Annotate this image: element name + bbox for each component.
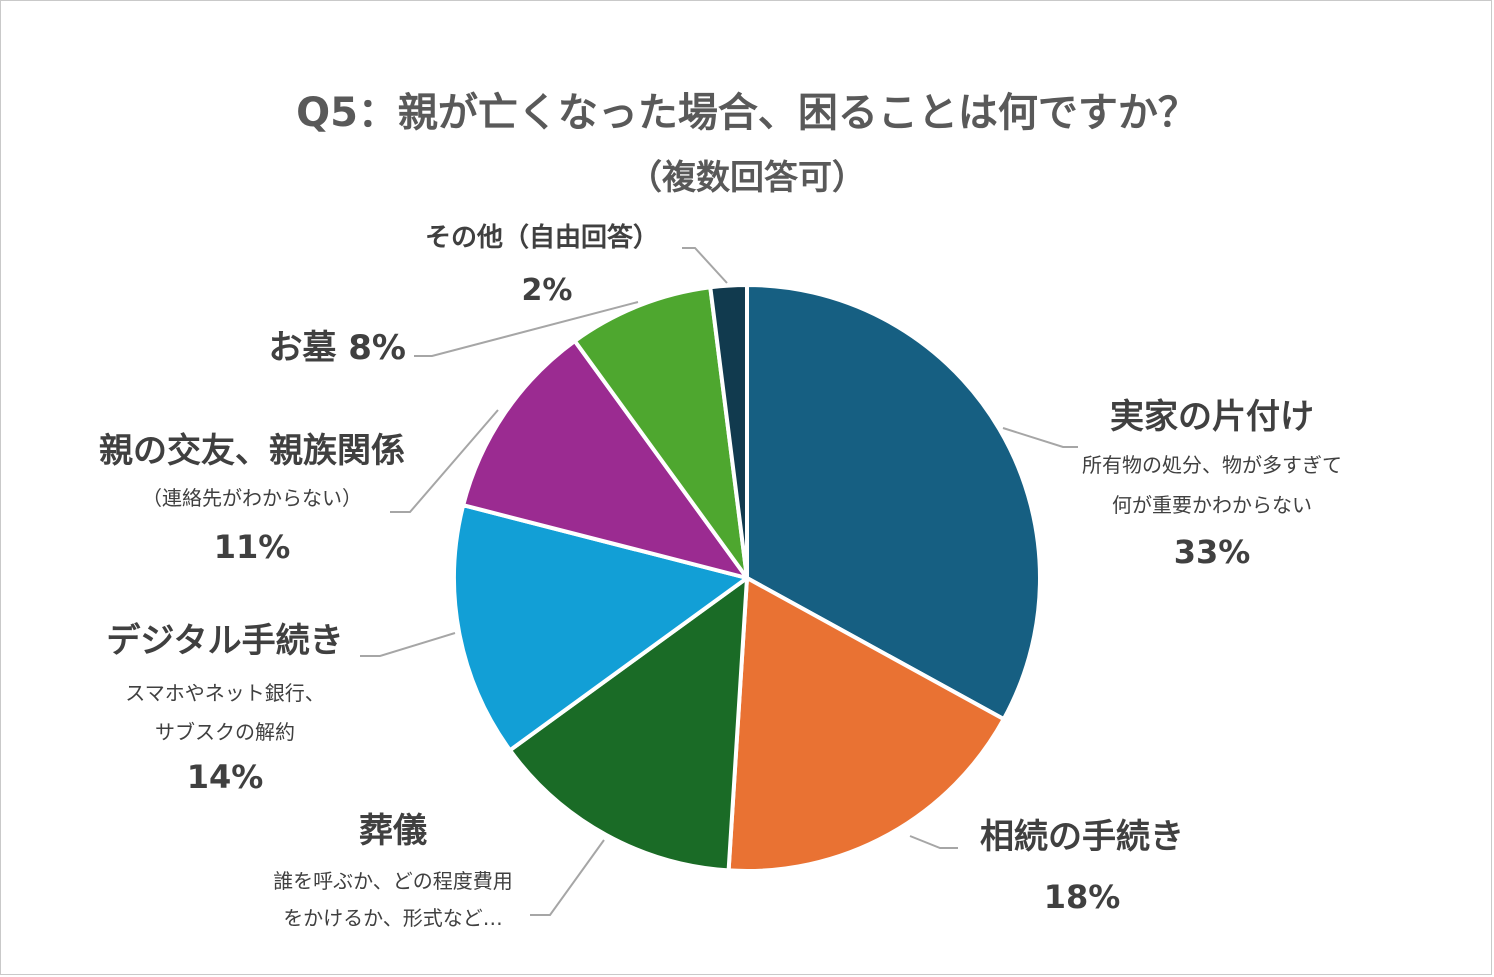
slice-desc-jikka-1: 所有物の処分、物が多すぎて (1082, 453, 1342, 477)
leader-kouyuu (390, 409, 499, 513)
slice-digital (452, 503, 749, 753)
slice-sougi (507, 576, 749, 873)
slice-souzoku (726, 576, 1006, 873)
slice-value-kouyuu: 11% (214, 528, 291, 566)
slice-label-jikka: 実家の片付け (1110, 397, 1314, 437)
slice-sonota (708, 283, 749, 580)
slice-value-jikka: 33% (1174, 533, 1251, 571)
leader-ohaka (414, 301, 639, 357)
pie-slices (452, 283, 1042, 873)
slice-desc-sougi-2: をかけるか、形式など… (283, 906, 503, 930)
slice-label-sonota: その他（自由回答） (425, 222, 659, 253)
slice-label-ohaka: お墓 8% (268, 328, 406, 368)
slice-desc-sougi-1: 誰を呼ぶか、どの程度費用 (273, 869, 513, 893)
chart-title: Q5：親が亡くなった場合、困ることは何ですか？ (296, 90, 1198, 136)
slice-label-kouyuu: 親の交友、親族関係 (99, 431, 405, 471)
slice-desc-kouyuu-1: （連絡先がわからない） (142, 486, 362, 510)
slice-desc-digital-1: スマホやネット銀行、 (125, 681, 324, 705)
slice-value-souzoku: 18% (1044, 878, 1121, 916)
slice-kouyuu (461, 338, 749, 580)
slice-label-sougi: 葬儀 (359, 811, 427, 851)
slice-label-digital: デジタル手続き (106, 621, 343, 661)
leader-jikka (1002, 427, 1078, 448)
leader-digital (360, 632, 456, 657)
slice-ohaka (572, 285, 749, 580)
leader-lines (360, 247, 1078, 916)
leader-sonota (682, 247, 728, 284)
chart-subtitle: （複数回答可） (628, 158, 866, 198)
leader-sougi (530, 839, 605, 916)
slice-value-sonota: 2% (522, 273, 573, 308)
slice-desc-jikka-2: 何が重要かわからない (1112, 493, 1312, 517)
slice-label-souzoku: 相続の手続き (980, 817, 1184, 857)
slice-value-digital: 14% (187, 758, 264, 796)
slice-jikka (745, 283, 1042, 722)
leader-souzoku (909, 835, 958, 849)
slice-desc-digital-2: サブスクの解約 (155, 720, 295, 744)
